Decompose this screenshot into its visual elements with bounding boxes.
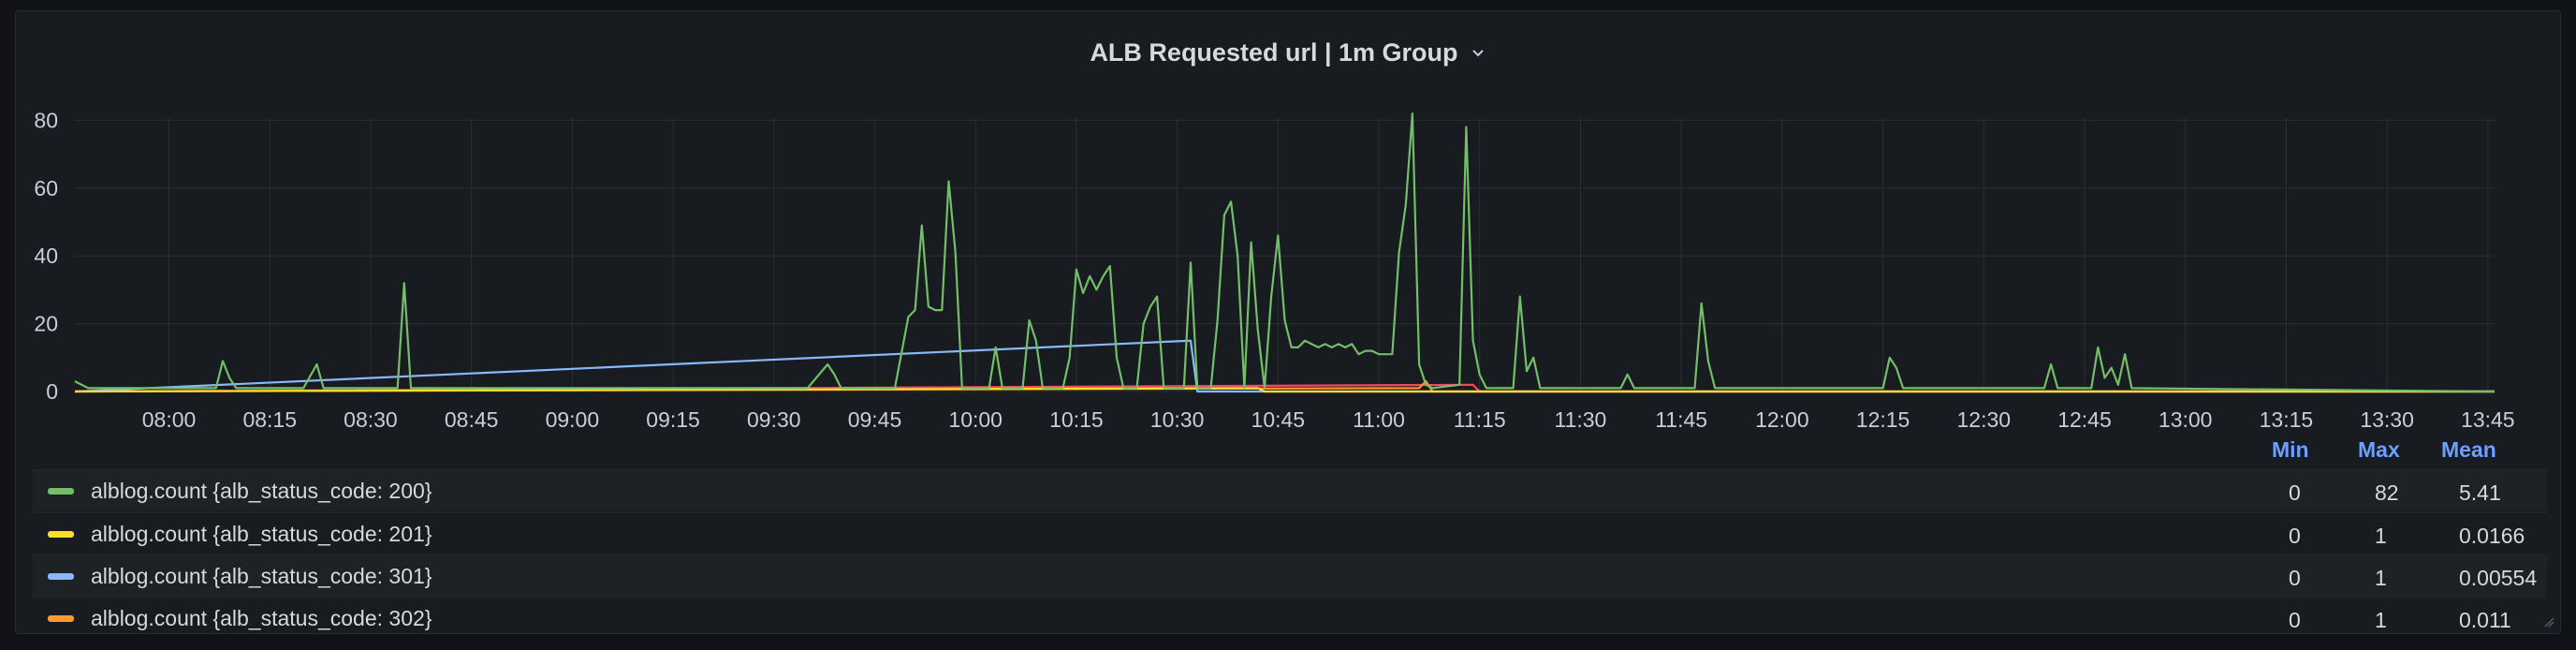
legend-min-header[interactable]: Min <box>2272 437 2309 462</box>
legend-row-301[interactable]: alblog.count {alb_status_code: 301} 0 1 … <box>33 554 2547 597</box>
x-tick-label: 08:00 <box>142 407 197 432</box>
legend-mean-value: 0.0166 <box>2459 524 2525 548</box>
legend-min-value: 0 <box>2289 524 2301 548</box>
legend-row-201[interactable]: alblog.count {alb_status_code: 201} 0 1 … <box>33 512 2547 554</box>
legend-max-value: 1 <box>2375 608 2387 632</box>
x-tick-label: 12:45 <box>2057 407 2112 432</box>
legend-max-value: 82 <box>2375 480 2399 505</box>
x-tick-label: 13:45 <box>2461 407 2515 432</box>
legend-label[interactable]: alblog.count {alb_status_code: 302} <box>91 605 432 630</box>
x-tick-label: 11:45 <box>1655 407 1707 432</box>
panel-title[interactable]: ALB Requested url | 1m Group <box>1090 37 1458 66</box>
legend-mean-header[interactable]: Mean <box>2441 437 2496 462</box>
chevron-down-icon[interactable] <box>1470 44 1486 61</box>
panel-header[interactable]: ALB Requested url | 1m Group <box>16 24 2560 81</box>
y-tick-label: 40 <box>34 244 58 268</box>
x-tick-label: 11:15 <box>1454 407 1506 432</box>
legend-max-value: 1 <box>2375 524 2387 548</box>
legend-mean-value: 0.011 <box>2459 608 2511 632</box>
x-tick-label: 09:15 <box>646 407 700 432</box>
x-tick-label: 12:30 <box>1956 407 2011 432</box>
x-tick-label: 13:30 <box>2360 407 2414 432</box>
x-tick-label: 12:15 <box>1856 407 1910 432</box>
legend-min-value: 0 <box>2289 608 2301 632</box>
legend-min-value: 0 <box>2289 566 2301 590</box>
legend-mean-value: 0.00554 <box>2459 566 2538 590</box>
x-tick-label: 13:00 <box>2159 407 2213 432</box>
legend-row-200[interactable]: alblog.count {alb_status_code: 200} 0 82… <box>33 469 2547 511</box>
series-color-swatch[interactable] <box>48 614 74 622</box>
line-chart: 0 20 40 60 80 08:00 08:15 08:30 08:45 09:00 09:15 0… <box>34 108 2515 432</box>
x-tick-label: 10:45 <box>1251 407 1306 432</box>
legend-min-value: 0 <box>2289 480 2301 505</box>
legend-mean-value: 5.41 <box>2459 480 2501 505</box>
y-tick-label: 80 <box>34 108 58 132</box>
x-tick-label: 09:30 <box>747 407 801 432</box>
series-color-swatch[interactable] <box>48 530 74 538</box>
x-tick-label: 10:30 <box>1150 407 1205 432</box>
x-tick-label: 11:30 <box>1555 407 1607 432</box>
x-tick-label: 08:45 <box>445 407 499 432</box>
graph-panel: ALB Requested url | 1m Group 0 20 40 60 80 08… <box>15 10 2561 634</box>
series-line <box>74 387 2495 393</box>
x-tick-label: 10:00 <box>948 407 1003 432</box>
y-tick-label: 60 <box>34 176 58 200</box>
legend-max-header[interactable]: Max <box>2358 437 2400 462</box>
series-line <box>74 112 2496 393</box>
x-tick-label: 13:15 <box>2260 407 2314 432</box>
legend-max-value: 1 <box>2375 566 2387 590</box>
legend-row-302[interactable]: alblog.count {alb_status_code: 302} 0 1 … <box>33 597 2547 633</box>
x-tick-label: 09:45 <box>848 407 902 432</box>
resize-handle-icon[interactable] <box>2543 616 2554 628</box>
legend-header: Min Max Mean <box>16 437 2560 469</box>
x-tick-label: 11:00 <box>1353 407 1405 432</box>
y-tick-label: 0 <box>46 379 58 404</box>
series-color-swatch[interactable] <box>48 572 74 580</box>
series-color-swatch[interactable] <box>48 487 74 495</box>
x-tick-label: 10:15 <box>1049 407 1104 432</box>
x-tick-label: 08:15 <box>242 407 297 432</box>
legend-label[interactable]: alblog.count {alb_status_code: 301} <box>91 563 432 588</box>
x-tick-label: 09:00 <box>546 407 600 432</box>
y-tick-label: 20 <box>34 312 58 336</box>
x-tick-label: 12:00 <box>1755 407 1809 432</box>
legend-label[interactable]: alblog.count {alb_status_code: 201} <box>91 521 432 546</box>
x-tick-label: 08:30 <box>344 407 398 432</box>
legend-label[interactable]: alblog.count {alb_status_code: 200} <box>91 478 432 503</box>
